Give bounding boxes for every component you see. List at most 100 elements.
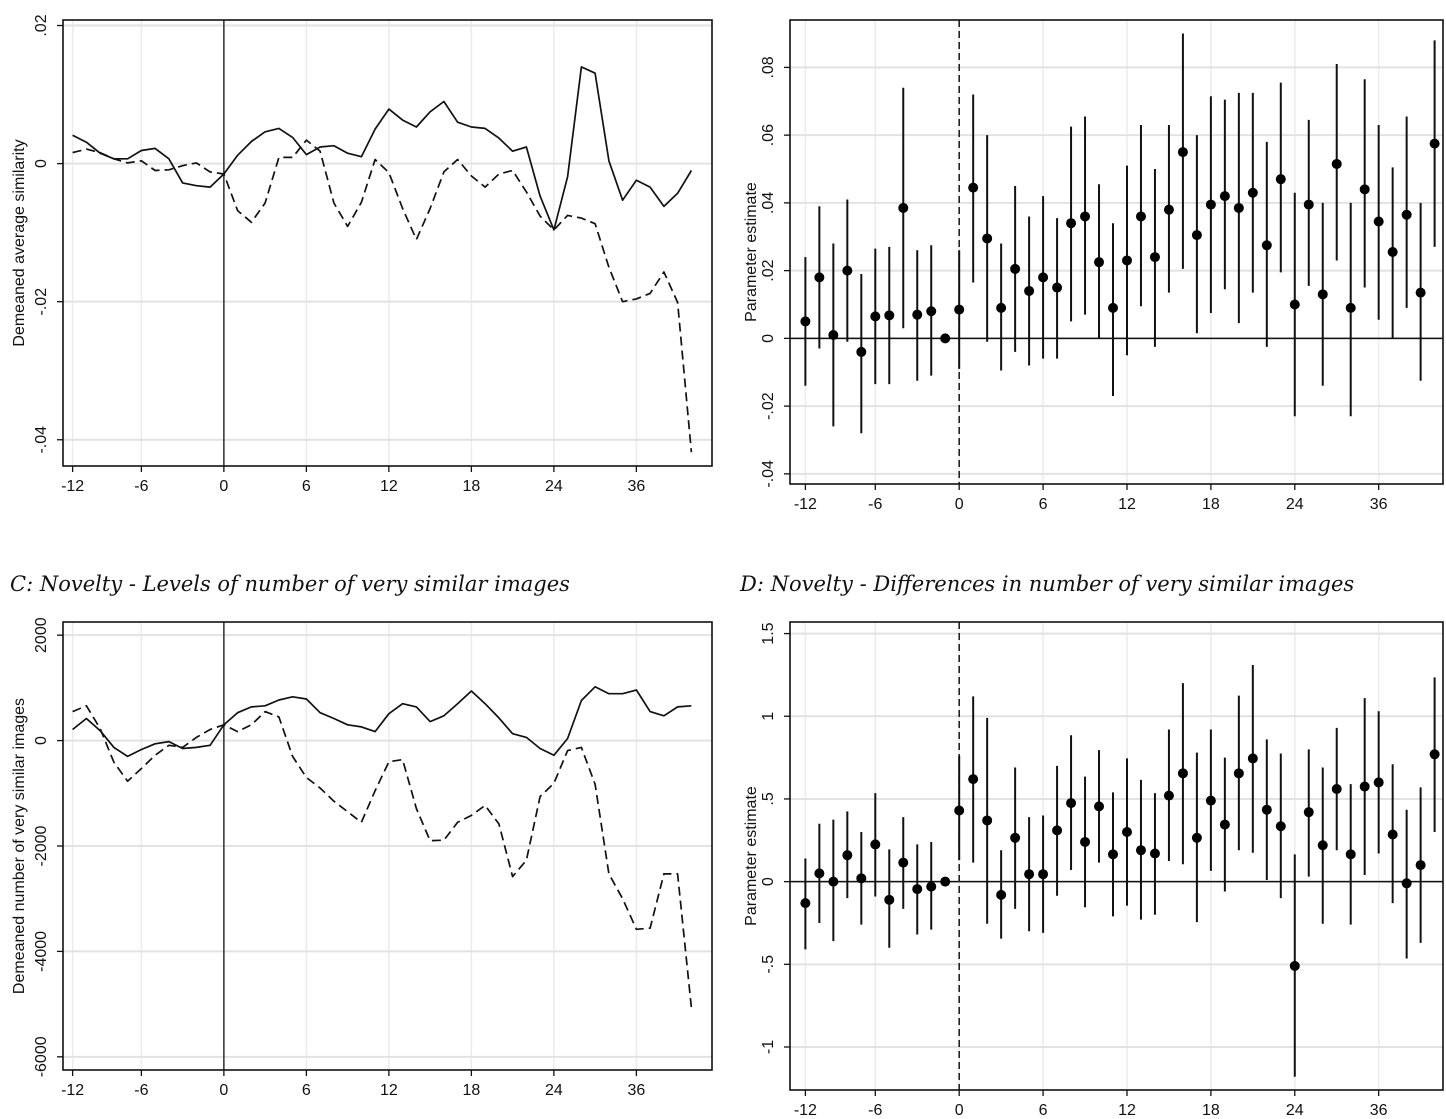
plot-area — [790, 20, 1443, 484]
estimate-point — [1191, 230, 1202, 241]
y-tick-label: .02 — [33, 14, 50, 36]
estimate-point-group — [884, 246, 895, 385]
x-tick-label: 18 — [462, 478, 480, 495]
estimate-point — [870, 311, 881, 322]
estimate-point-group — [856, 274, 867, 434]
estimate-point — [1066, 798, 1077, 809]
estimate-point-group — [1387, 764, 1398, 904]
estimate-point-group — [926, 841, 937, 930]
y-axis-title: Demeaned average similarity — [11, 139, 28, 346]
x-tick-label: -12 — [61, 1082, 84, 1099]
x-tick-label: 6 — [1039, 496, 1048, 513]
x-tick-label: 24 — [545, 1082, 563, 1099]
estimate-point-group — [1261, 141, 1272, 347]
estimate-point-group — [954, 250, 965, 369]
estimate-point — [1219, 191, 1230, 202]
estimate-point — [1163, 204, 1174, 215]
estimate-point — [982, 815, 993, 826]
x-tick-label: 6 — [1039, 1102, 1048, 1119]
estimate-point — [1317, 289, 1328, 300]
estimate-point — [1261, 240, 1272, 251]
estimate-point-group — [1135, 124, 1146, 307]
estimate-point-group — [1401, 116, 1412, 308]
panel-b: -12 -6 0 6 12 18 24 36 .08 .06 .04 .02 0 -.02 -.04 Para… — [743, 19, 1444, 513]
y-tick-label: -.02 — [33, 288, 50, 316]
estimate-point-group — [1219, 99, 1230, 290]
y-tick-label: .04 — [760, 192, 777, 214]
x-tick-label: 0 — [955, 496, 964, 513]
estimate-point — [926, 306, 937, 317]
estimate-point-group — [996, 850, 1007, 939]
x-tick-label: 24 — [1286, 1102, 1304, 1119]
estimate-point-group — [954, 755, 965, 861]
estimate-point — [996, 302, 1007, 313]
estimate-point — [1387, 829, 1398, 840]
estimate-point — [1317, 840, 1328, 851]
y-tick-label: -.04 — [760, 460, 777, 488]
estimate-point — [1038, 272, 1049, 283]
estimate-point — [1149, 252, 1160, 263]
x-tick-label: 36 — [1370, 1102, 1388, 1119]
estimate-point — [1066, 218, 1077, 229]
estimate-point-group — [1359, 79, 1370, 288]
y-axis-title: Parameter estimate — [743, 182, 760, 322]
y-tick-label: -1 — [760, 1040, 777, 1054]
estimate-point — [926, 881, 937, 892]
estimate-point — [1429, 138, 1440, 149]
estimate-point — [1052, 825, 1063, 836]
estimate-point-group — [1373, 124, 1384, 320]
estimate-point-group — [1247, 664, 1258, 853]
estimate-point — [1359, 781, 1370, 792]
estimate-point-group — [1275, 753, 1286, 899]
estimate-point — [856, 873, 867, 884]
plot-frame — [789, 621, 1444, 1091]
estimate-point — [1275, 174, 1286, 185]
estimate-point — [1275, 821, 1286, 832]
plot-area — [63, 20, 712, 466]
estimate-point — [1331, 158, 1342, 169]
estimate-point — [1247, 753, 1258, 764]
estimate-point — [1024, 869, 1035, 880]
estimate-point — [912, 884, 923, 895]
estimate-point-group — [814, 823, 825, 923]
x-tick-label: 0 — [955, 1102, 964, 1119]
x-tick-label: 18 — [462, 1082, 480, 1099]
x-tick-label: 24 — [545, 478, 563, 495]
estimate-point-group — [1080, 116, 1091, 315]
panel-a: -12 -6 0 6 12 18 24 36 .02 0 -.02 -.04 Demeaned aver… — [11, 14, 713, 495]
estimate-point — [1010, 263, 1021, 274]
estimate-point — [1401, 878, 1412, 889]
estimate-point — [898, 857, 909, 868]
estimate-point — [884, 894, 895, 905]
estimate-point-group — [1303, 119, 1314, 286]
estimate-point-group — [982, 135, 993, 342]
x-tick-label: 6 — [302, 1082, 311, 1099]
estimate-point-group — [1010, 767, 1021, 909]
estimate-point — [912, 309, 923, 320]
estimate-point — [1121, 827, 1132, 838]
estimate-point — [856, 346, 867, 357]
estimate-point — [1094, 257, 1105, 268]
plot-frame — [62, 19, 713, 467]
x-tick-label: 12 — [380, 478, 398, 495]
y-tick-label: .08 — [760, 56, 777, 78]
estimate-point — [1373, 777, 1384, 788]
estimate-point-group — [800, 257, 811, 386]
estimate-point — [1080, 211, 1091, 222]
estimate-point — [800, 316, 811, 327]
estimate-point-group — [800, 858, 811, 950]
estimate-point — [1205, 199, 1216, 210]
estimate-point-group — [1233, 92, 1244, 324]
estimate-point — [800, 898, 811, 909]
estimate-point — [968, 182, 979, 193]
estimate-point-group — [1177, 33, 1188, 269]
estimate-point — [1177, 147, 1188, 158]
x-tick-label: -12 — [61, 478, 84, 495]
series-line-dashed — [72, 704, 693, 1008]
estimate-point-group — [1177, 683, 1188, 865]
estimate-point-group — [1401, 809, 1412, 959]
y-tick-label: 0 — [33, 736, 50, 745]
estimate-point-group — [1149, 169, 1160, 347]
estimate-point — [954, 805, 965, 816]
estimate-point — [1135, 211, 1146, 222]
